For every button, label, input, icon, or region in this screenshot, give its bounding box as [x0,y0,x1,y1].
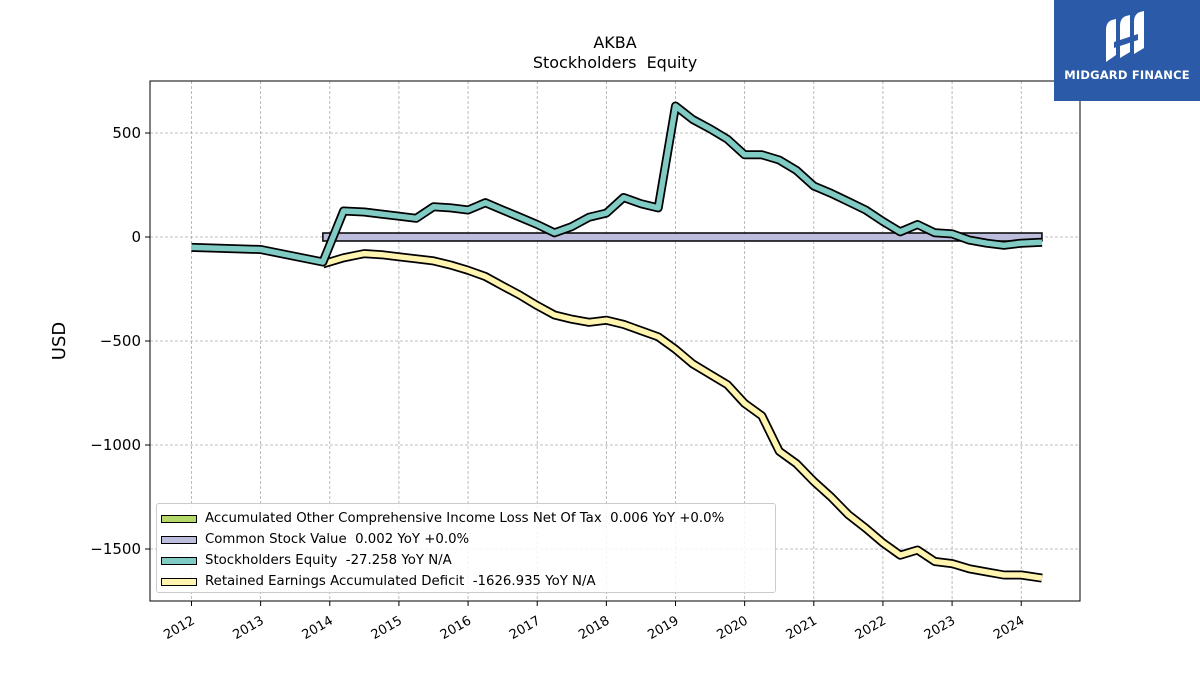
x-tick-label: 2016 [438,613,474,643]
legend: Accumulated Other Comprehensive Income L… [156,503,776,593]
x-tick-label: 2018 [576,613,612,643]
chart-title: AKBA [593,33,636,52]
legend-item: Common Stock Value 0.002 YoY +0.0% [161,529,775,550]
x-tick-label: 2024 [991,613,1027,643]
legend-label: Stockholders Equity -27.258 YoY N/A [205,553,452,568]
x-tick-label: 2021 [784,613,820,643]
legend-swatch [161,556,197,565]
y-tick-label: −1500 [90,540,141,558]
legend-item: Retained Earnings Accumulated Deficit -1… [161,571,775,592]
legend-label: Common Stock Value 0.002 YoY +0.0% [205,532,470,547]
midgard-logo-icon [1106,11,1144,62]
y-tick-label: −1000 [90,436,141,454]
legend-swatch [161,514,197,523]
series-layer [191,101,1043,583]
y-tick-label: 500 [112,124,141,142]
brand-logo: MIDGARD FINANCE [1054,0,1200,101]
series-common-stock [322,232,1043,242]
y-tick-label: 0 [131,228,141,246]
x-tick-label: 2019 [645,613,681,643]
legend-swatch [161,535,197,544]
legend-item: Accumulated Other Comprehensive Income L… [161,508,775,529]
y-axis-label: USD [49,322,70,360]
series-stockholders-equity [191,103,1043,265]
legend-item: Stockholders Equity -27.258 YoY N/A [161,550,775,571]
brand-logo-text: MIDGARD FINANCE [1064,68,1190,82]
x-tick-label: 2013 [230,613,266,643]
x-tick-label: 2022 [853,613,889,643]
x-tick-label: 2014 [300,613,336,643]
legend-label: Accumulated Other Comprehensive Income L… [205,511,725,526]
legend-label: Retained Earnings Accumulated Deficit -1… [205,574,596,589]
x-tick-label: 2017 [507,613,543,643]
legend-swatch [161,577,197,586]
series-retained-earnings [322,250,1043,581]
chart-subtitle: Stockholders Equity [533,53,697,72]
y-tick-label: −500 [100,332,141,350]
x-tick-label: 2023 [922,613,958,643]
x-tick-label: 2012 [161,613,197,643]
x-tick-label: 2015 [369,613,405,643]
x-tick-label: 2020 [714,613,750,643]
